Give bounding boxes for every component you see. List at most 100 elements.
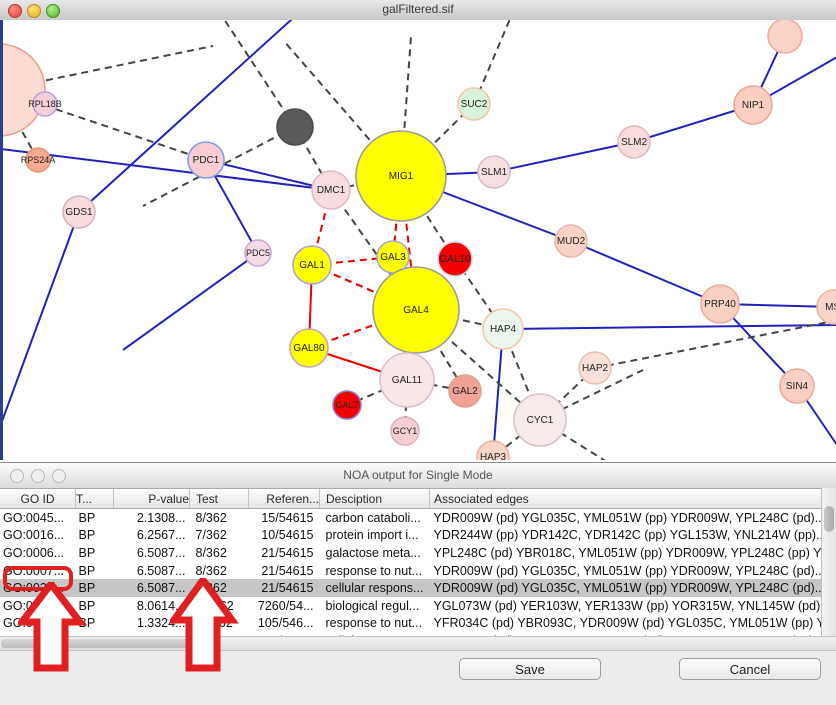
network-edge[interactable] <box>122 252 259 351</box>
cancel-button[interactable]: Cancel <box>679 658 821 680</box>
column-header-associated-edges[interactable]: Associated edges <box>429 489 822 509</box>
network-edge[interactable] <box>473 20 518 105</box>
table-row[interactable]: GO:0031... BP 1.3324... 11/362 105/546... res… <box>0 615 822 633</box>
network-node-GAL11[interactable]: GAL11 <box>379 352 435 408</box>
network-node-PDC1[interactable]: PDC1 <box>187 141 225 179</box>
node-circle[interactable] <box>437 241 473 277</box>
node-circle[interactable] <box>767 20 803 54</box>
table-horizontal-scrollbar[interactable] <box>0 636 836 651</box>
node-circle[interactable] <box>482 308 524 350</box>
network-canvas[interactable]: RPL18B RPS24A GDS1 PDC1 PDC5 DMC1 MIG1 SUC2 SLM1… <box>0 20 836 460</box>
node-circle[interactable] <box>379 352 435 408</box>
node-circle[interactable] <box>448 374 482 408</box>
network-edge[interactable] <box>492 328 504 458</box>
node-circle[interactable] <box>554 224 588 258</box>
node-circle[interactable] <box>62 195 96 229</box>
node-circle[interactable] <box>332 390 362 420</box>
table-vertical-scrollbar[interactable] <box>821 488 836 636</box>
table-row[interactable]: GO:0031... BP 6.5087... 8/362 21/54615 cellul… <box>0 579 822 597</box>
table-row[interactable]: GO:0006... BP 6.5087... 8/362 21/54615 galact… <box>0 544 822 562</box>
network-node-MSI[interactable]: MSI <box>816 289 836 325</box>
node-circle[interactable] <box>289 328 329 368</box>
node-circle[interactable] <box>3 43 46 137</box>
network-node-SIN4[interactable]: SIN4 <box>779 368 815 404</box>
network-node-GAL80[interactable]: GAL80 <box>289 328 329 368</box>
save-button[interactable]: Save <box>459 658 601 680</box>
node-circle[interactable] <box>477 155 511 189</box>
network-node-SLM2[interactable]: SLM2 <box>617 125 651 159</box>
node-circle[interactable] <box>276 108 314 146</box>
network-node-SLM1[interactable]: SLM1 <box>477 155 511 189</box>
column-header-type[interactable]: T... <box>75 489 114 509</box>
node-circle[interactable] <box>32 91 58 117</box>
go-results-table[interactable]: GO ID T... P-value Test Referen... Desci… <box>0 489 822 637</box>
table-row[interactable]: GO:0045... BP 2.1308... 8/362 15/54615 carbon… <box>0 509 822 527</box>
network-node-MUD2[interactable]: MUD2 <box>554 224 588 258</box>
node-circle[interactable] <box>476 440 510 460</box>
node-circle[interactable] <box>187 141 225 179</box>
network-graph[interactable]: RPL18B RPS24A GDS1 PDC1 PDC5 DMC1 MIG1 SUC2 SLM1… <box>3 20 836 460</box>
network-node-GDS1[interactable]: GDS1 <box>62 195 96 229</box>
go-results-table-container[interactable]: GO ID T... P-value Test Referen... Desci… <box>0 488 836 637</box>
node-circle[interactable] <box>700 284 740 324</box>
network-edge[interactable] <box>570 240 721 305</box>
window-controls[interactable] <box>8 4 60 18</box>
network-node-SUC2[interactable]: SUC2 <box>457 87 491 121</box>
column-header-go-id[interactable]: GO ID <box>0 489 76 509</box>
node-circle[interactable] <box>457 87 491 121</box>
network-edge[interactable] <box>205 159 332 191</box>
close-button-icon[interactable] <box>8 4 22 18</box>
horizontal-scrollbar-thumb[interactable] <box>1 639 219 648</box>
dialog-minimize-button-icon[interactable] <box>31 469 45 483</box>
vertical-scrollbar-thumb[interactable] <box>824 506 834 532</box>
network-node-top-right[interactable] <box>767 20 803 54</box>
dialog-window-controls[interactable] <box>10 469 66 483</box>
network-node-CYC1[interactable]: CYC1 <box>513 393 567 447</box>
table-row[interactable]: GO:0065... BP 8.0614... 94/362 7260/54... bio… <box>0 597 822 615</box>
column-header-p-value[interactable]: P-value <box>113 489 190 509</box>
network-node-DMC1[interactable]: DMC1 <box>311 170 351 210</box>
network-node-HAP2[interactable]: HAP2 <box>578 351 612 385</box>
table-row[interactable]: GO:0016... BP 6.2567... 7/362 10/54615 protei… <box>0 527 822 545</box>
network-edge[interactable] <box>502 324 836 330</box>
node-circle[interactable] <box>617 125 651 159</box>
column-header-reference[interactable]: Referen... <box>248 489 320 509</box>
network-node-big-left[interactable] <box>3 43 46 137</box>
network-edge[interactable] <box>3 211 80 460</box>
network-node-GAL7[interactable]: GAL7 <box>332 390 362 420</box>
node-circle[interactable] <box>311 170 351 210</box>
node-circle[interactable] <box>578 351 612 385</box>
network-edge[interactable] <box>633 104 754 143</box>
node-circle[interactable] <box>355 130 447 222</box>
network-edge[interactable] <box>78 20 313 213</box>
network-node-MIG1[interactable]: MIG1 <box>355 130 447 222</box>
network-node-gray[interactable] <box>276 108 314 146</box>
network-node-RPL18B[interactable]: RPL18B <box>28 91 62 117</box>
node-circle[interactable] <box>513 393 567 447</box>
node-circle[interactable] <box>779 368 815 404</box>
table-body[interactable]: GO:0045... BP 2.1308... 8/362 15/54615 carbon… <box>0 509 822 637</box>
network-node-GAL2[interactable]: GAL2 <box>448 374 482 408</box>
dialog-close-button-icon[interactable] <box>10 469 24 483</box>
network-node-GAL1[interactable]: GAL1 <box>292 245 332 285</box>
zoom-button-icon[interactable] <box>46 4 60 18</box>
column-header-test[interactable]: Test <box>189 489 249 509</box>
node-circle[interactable] <box>292 245 332 285</box>
node-circle[interactable] <box>390 416 420 446</box>
column-header-description[interactable]: Desciption <box>319 489 430 509</box>
network-node-GCY1[interactable]: GCY1 <box>390 416 420 446</box>
minimize-button-icon[interactable] <box>27 4 41 18</box>
dialog-zoom-button-icon[interactable] <box>52 469 66 483</box>
network-node-PDC5[interactable]: PDC5 <box>244 239 272 267</box>
network-node-PRP40[interactable]: PRP40 <box>700 284 740 324</box>
node-circle[interactable] <box>372 266 460 354</box>
network-edge[interactable] <box>218 20 296 128</box>
network-node-HAP4[interactable]: HAP4 <box>482 308 524 350</box>
node-circle[interactable] <box>733 85 773 125</box>
node-circle[interactable] <box>25 147 51 173</box>
table-row[interactable]: GO:0007... BP 6.5087... 8/362 21/54615 respon… <box>0 562 822 580</box>
network-edge[interactable] <box>493 141 635 173</box>
network-node-RPS24A[interactable]: RPS24A <box>21 147 56 173</box>
network-node-GAL4[interactable]: GAL4 <box>372 266 460 354</box>
network-node-NIP1[interactable]: NIP1 <box>733 85 773 125</box>
